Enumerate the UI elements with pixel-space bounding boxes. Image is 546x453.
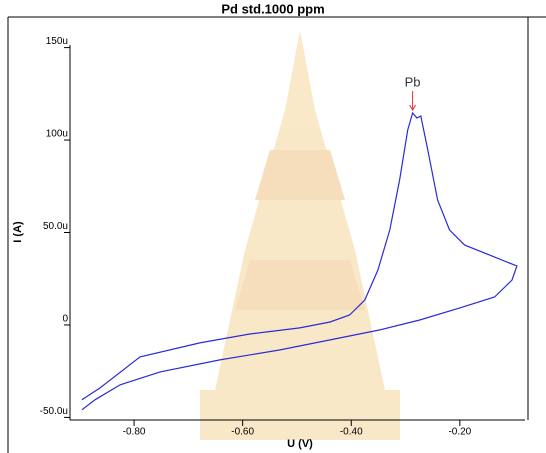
- y-tick-label: -50.0u: [40, 406, 68, 417]
- x-tick-label: -0.60: [231, 427, 254, 438]
- annotation-label: Pb: [405, 74, 421, 89]
- y-tick-label: 0: [62, 314, 68, 325]
- watermark: [200, 30, 400, 440]
- y-tick-label: 150u: [46, 36, 68, 47]
- chart-title: Pd std.1000 ppm: [221, 1, 324, 16]
- x-tick-label: -0.80: [123, 427, 146, 438]
- y-axis-label: I (A): [12, 221, 24, 243]
- y-tick-label: 50.0u: [43, 221, 68, 232]
- y-tick-label: 100u: [46, 129, 68, 140]
- data-line: [81, 111, 518, 411]
- annotation-arrowhead: [409, 104, 417, 112]
- x-tick-label: -0.20: [448, 427, 471, 438]
- x-tick-label: -0.40: [340, 427, 363, 438]
- x-axis-label: U (V): [287, 438, 313, 450]
